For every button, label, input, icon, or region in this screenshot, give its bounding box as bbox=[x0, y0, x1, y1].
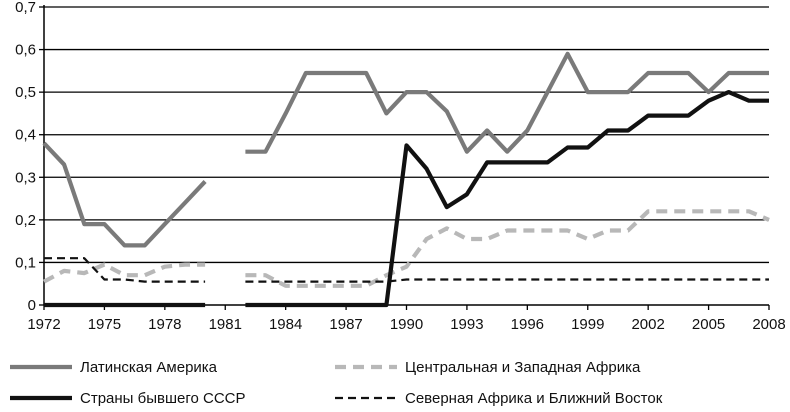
legend-label: Страны бывшего СССР bbox=[80, 390, 246, 407]
x-tick-label: 1990 bbox=[390, 316, 423, 333]
x-tick-label: 1975 bbox=[88, 316, 121, 333]
legend-label: Латинская Америка bbox=[80, 359, 218, 376]
gridlines bbox=[44, 6, 769, 264]
series-line-central-west-africa bbox=[43, 262, 206, 284]
series-lines bbox=[42, 51, 770, 308]
x-tick-label: 2008 bbox=[752, 316, 785, 333]
y-tick-label: 0,4 bbox=[15, 127, 36, 144]
y-tick-label: 0,5 bbox=[15, 84, 36, 101]
x-tick-label: 1984 bbox=[269, 316, 302, 333]
y-tick-label: 0,3 bbox=[15, 169, 36, 186]
legend-item-central-west-africa: Центральная и Западная Африка bbox=[335, 359, 641, 376]
y-tick-label: 0,7 bbox=[15, 0, 36, 16]
x-tick-label: 1996 bbox=[511, 316, 544, 333]
x-tick-label: 1978 bbox=[148, 316, 181, 333]
series-line-latin-america bbox=[245, 51, 769, 154]
legend-label: Центральная и Западная Африка bbox=[405, 359, 641, 376]
y-tick-label: 0,6 bbox=[15, 42, 36, 59]
y-tick-label: 0,2 bbox=[15, 212, 36, 229]
series-line-former-ussr bbox=[245, 89, 769, 308]
x-tick-label: 1999 bbox=[571, 316, 604, 333]
legend-label: Северная Африка и Ближний Восток bbox=[405, 390, 663, 407]
x-tick-label: 1993 bbox=[450, 316, 483, 333]
legend: Латинская Америка Центральная и Западная … bbox=[10, 359, 663, 407]
x-axis-tick-labels: 1972 1975 1978 1981 1984 1987 1990 1993 1996 1999… bbox=[27, 316, 785, 333]
x-tick-label: 1987 bbox=[329, 316, 362, 333]
x-tick-label: 1972 bbox=[27, 316, 60, 333]
x-tick-label: 2005 bbox=[692, 316, 725, 333]
series-line-north-africa-middle-east bbox=[44, 257, 206, 283]
legend-item-north-africa-middle-east: Северная Африка и Ближний Восток bbox=[335, 390, 663, 407]
legend-item-former-ussr: Страны бывшего СССР bbox=[10, 390, 246, 407]
legend-item-latin-america: Латинская Америка bbox=[10, 359, 218, 376]
series-line-central-west-africa bbox=[245, 209, 770, 288]
x-tick-label: 2002 bbox=[631, 316, 664, 333]
series-line-latin-america bbox=[42, 141, 207, 248]
y-tick-label: 0,1 bbox=[15, 254, 36, 271]
y-tick-label: 0 bbox=[28, 297, 36, 314]
series-line-north-africa-middle-east bbox=[245, 278, 769, 283]
x-tick-label: 1981 bbox=[209, 316, 242, 333]
y-axis-tick-labels: 0 0,1 0,2 0,3 0,4 0,5 0,6 0,7 bbox=[15, 0, 36, 314]
